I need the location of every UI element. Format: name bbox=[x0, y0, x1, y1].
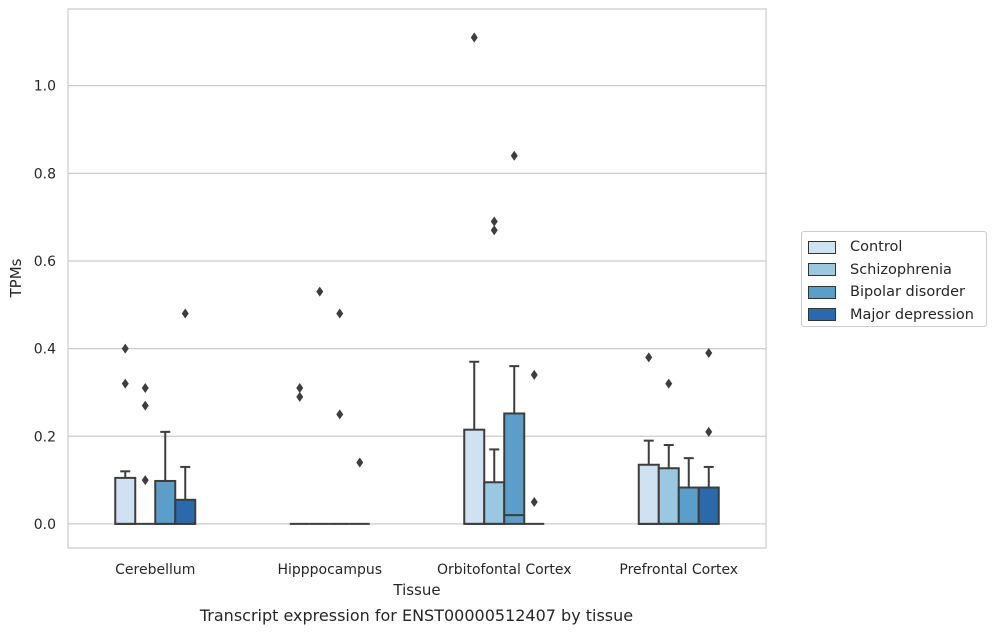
legend-swatch bbox=[808, 308, 836, 322]
x-tick-label: Cerebellum bbox=[115, 562, 195, 578]
y-tick-label: 0.4 bbox=[34, 342, 56, 358]
outlier-point bbox=[490, 216, 498, 227]
outlier-point bbox=[530, 369, 538, 380]
legend-swatch bbox=[808, 240, 836, 254]
box-group bbox=[483, 216, 506, 525]
y-tick-label: 0.8 bbox=[34, 166, 56, 182]
legend-label: Control bbox=[850, 239, 903, 256]
box-group bbox=[677, 457, 700, 525]
box-group bbox=[697, 347, 720, 525]
box-group bbox=[463, 32, 486, 525]
outlier-point bbox=[141, 400, 149, 411]
legend: Control Schizophrenia Bipolar disorder Majo… bbox=[801, 231, 987, 327]
box-group bbox=[329, 308, 350, 525]
box bbox=[503, 412, 526, 525]
outlier-point bbox=[336, 308, 344, 319]
box-group bbox=[503, 150, 526, 525]
outlier-point bbox=[296, 391, 304, 402]
legend-item: Schizophrenia bbox=[808, 259, 986, 282]
outlier-point bbox=[336, 409, 344, 420]
outlier-point bbox=[141, 383, 149, 394]
outlier-point bbox=[530, 496, 538, 507]
box bbox=[483, 481, 506, 525]
outlier-point bbox=[316, 286, 324, 297]
outlier-point bbox=[141, 475, 149, 486]
x-axis-label: Tissue bbox=[392, 581, 440, 599]
box-group bbox=[174, 308, 197, 525]
box-group bbox=[309, 286, 330, 525]
outlier-point bbox=[705, 426, 713, 437]
box bbox=[657, 467, 680, 525]
box-group bbox=[349, 457, 370, 525]
outlier-point bbox=[356, 457, 364, 468]
y-tick-label: 0.0 bbox=[34, 517, 56, 533]
legend-item: Control bbox=[808, 236, 986, 259]
box-group bbox=[657, 378, 680, 525]
outlier-point bbox=[470, 32, 478, 43]
y-tick-label: 0.2 bbox=[34, 429, 56, 445]
box-group bbox=[154, 430, 177, 525]
outlier-point bbox=[665, 378, 673, 389]
x-tick-label: Hipppocampus bbox=[277, 562, 382, 578]
grid-lines bbox=[68, 85, 766, 525]
boxes bbox=[114, 32, 720, 525]
y-tick-label: 0.6 bbox=[34, 254, 56, 270]
y-tick-label: 1.0 bbox=[34, 79, 56, 95]
box bbox=[697, 486, 720, 525]
legend-label: Bipolar disorder bbox=[850, 284, 965, 301]
box-group bbox=[135, 383, 156, 525]
box-group bbox=[289, 383, 310, 525]
outlier-point bbox=[510, 150, 518, 161]
outlier-point bbox=[121, 378, 129, 389]
x-tick-label: Orbitofontal Cortex bbox=[437, 562, 572, 578]
outlier-point bbox=[490, 225, 498, 236]
legend-label: Major depression bbox=[850, 306, 974, 323]
chart-title: Transcript expression for ENST0000051240… bbox=[199, 606, 634, 625]
outlier-point bbox=[296, 383, 304, 394]
outlier-point bbox=[181, 308, 189, 319]
box bbox=[154, 479, 177, 525]
box-group bbox=[114, 343, 137, 525]
y-tick-labels: 0.0 0.2 0.4 0.6 0.8 1.0 bbox=[34, 79, 56, 533]
legend-item: Bipolar disorder bbox=[808, 281, 986, 304]
box bbox=[463, 428, 486, 525]
legend-label: Schizophrenia bbox=[850, 261, 952, 278]
x-tick-labels: Cerebellum Hipppocampus Orbitofontal Corte… bbox=[115, 562, 738, 578]
legend-item: Major depression bbox=[808, 304, 986, 327]
legend-swatch bbox=[808, 285, 836, 299]
y-axis-label: TPMs bbox=[7, 258, 25, 298]
box-group bbox=[524, 369, 545, 525]
box bbox=[174, 498, 197, 525]
outlier-point bbox=[121, 343, 129, 354]
box bbox=[114, 476, 137, 525]
outlier-point bbox=[645, 352, 653, 363]
box-group bbox=[637, 352, 660, 525]
box bbox=[677, 486, 700, 525]
legend-swatch bbox=[808, 263, 836, 277]
plot-area-frame bbox=[67, 8, 767, 549]
box bbox=[637, 463, 660, 525]
outlier-point bbox=[705, 347, 713, 358]
x-tick-label: Prefrontal Cortex bbox=[619, 562, 738, 578]
